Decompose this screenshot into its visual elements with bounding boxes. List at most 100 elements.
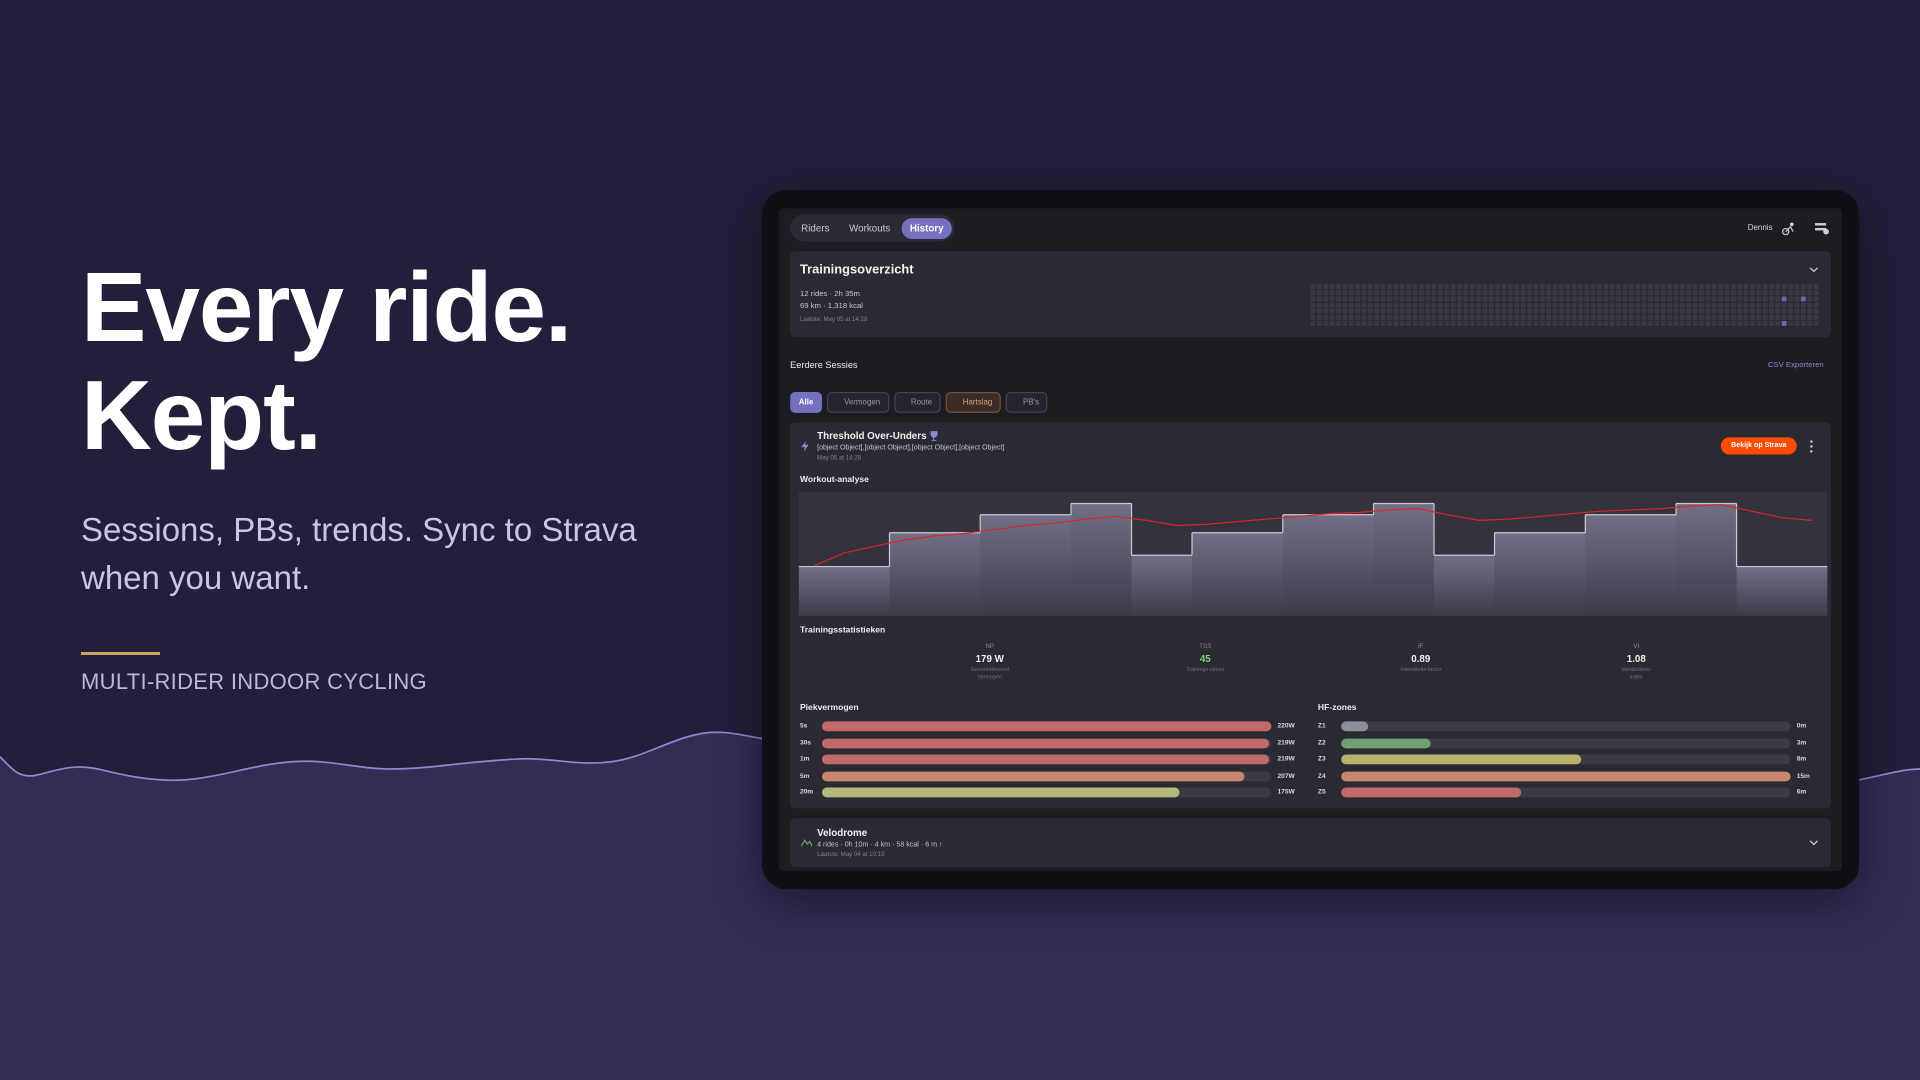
overview-card: Trainingsoverzicht 12 rides · 2h 35m 69 … [790, 251, 1831, 337]
heat-cell [1482, 302, 1488, 308]
session-title: Threshold Over-Unders [817, 430, 927, 442]
heat-cell [1692, 314, 1698, 320]
rider-icon[interactable] [1781, 221, 1796, 236]
heat-cell [1418, 284, 1424, 290]
power-area [1161, 555, 1193, 617]
heat-cell [1374, 321, 1380, 326]
heat-cell [1679, 284, 1685, 290]
heat-cell [1533, 321, 1539, 326]
filter-chip[interactable]: Route [893, 392, 941, 413]
heat-cell [1730, 321, 1736, 326]
filter-chip[interactable]: Vermogen [826, 392, 889, 413]
settings-icon[interactable] [1814, 221, 1830, 236]
bar-track [822, 721, 1272, 732]
heat-cell [1495, 302, 1501, 308]
heat-cell [1444, 314, 1450, 320]
heat-cell [1507, 308, 1513, 314]
power-area [1766, 566, 1798, 617]
heat-cell [1698, 314, 1704, 320]
heat-cell [1775, 290, 1781, 296]
heat-cell [1807, 321, 1813, 326]
heat-cell [1450, 321, 1456, 326]
heat-cell [1495, 290, 1501, 296]
heat-cell [1711, 284, 1717, 290]
heat-cell [1514, 296, 1520, 302]
heat-cell [1673, 308, 1679, 314]
heat-cell [1546, 290, 1552, 296]
heat-cell [1590, 284, 1596, 290]
csv-export[interactable]: CSV Exporteren [1767, 360, 1824, 370]
heat-cell [1718, 290, 1723, 296]
heat-cell [1342, 302, 1348, 308]
heat-cell [1348, 302, 1354, 308]
bar-track [822, 737, 1272, 748]
heat-cell [1794, 321, 1800, 326]
heat-cell [1323, 308, 1329, 314]
heat-cell [1336, 314, 1341, 320]
heat-cell [1794, 314, 1800, 320]
heat-cell [1323, 296, 1329, 302]
heat-cell [1813, 284, 1819, 290]
heat-cell [1437, 296, 1443, 302]
heat-cell [1399, 290, 1405, 296]
row-label: 30s [799, 739, 811, 747]
heat-cell [1355, 302, 1361, 308]
heat-cell [1316, 314, 1322, 320]
heat-cell [1539, 321, 1545, 326]
strava-button[interactable]: Bekijk op Strava [1720, 437, 1797, 455]
power-area [949, 532, 981, 617]
hr-title: HF-zones [1317, 703, 1357, 713]
heat-cell [1476, 284, 1482, 290]
heat-cell [1361, 290, 1367, 296]
heat-cell [1482, 314, 1488, 320]
menu-button[interactable] [1809, 440, 1814, 453]
heat-cell [1374, 302, 1380, 308]
expand-chevron[interactable] [1809, 838, 1819, 848]
app-screen: Riders Workouts History Dennis Trainingsov… [779, 208, 1843, 871]
nav-tab[interactable]: Riders [801, 222, 830, 234]
stat-label: NP [985, 643, 995, 651]
heat-cell [1692, 284, 1698, 290]
heat-cell [1603, 296, 1609, 302]
nav-tab[interactable]: History [901, 217, 953, 239]
hero-subtitle: Sessions, PBs, trends. Sync to Strava wh… [81, 506, 637, 602]
heat-cell [1711, 314, 1717, 320]
heat-cell [1781, 290, 1787, 296]
heat-cell [1558, 302, 1564, 308]
filter-chip[interactable]: PB's [1005, 392, 1048, 413]
heat-cell [1756, 290, 1762, 296]
heat-cell [1463, 308, 1469, 314]
power-area [828, 566, 860, 617]
filter-chip[interactable]: Hartslag [945, 392, 1001, 413]
heat-cell [1418, 290, 1424, 296]
heat-cell [1641, 284, 1647, 290]
heat-cell [1756, 284, 1762, 290]
collapse-chevron[interactable] [1809, 265, 1819, 275]
nav-tab[interactable]: Workouts [849, 222, 891, 234]
heat-cell [1794, 290, 1800, 296]
heat-cell [1342, 296, 1348, 302]
heat-cell [1393, 321, 1399, 326]
heat-cell [1463, 284, 1469, 290]
filter-chip[interactable]: Alle [790, 392, 822, 413]
heat-cell [1635, 308, 1641, 314]
heat-cell [1463, 321, 1469, 326]
heat-cell [1386, 290, 1392, 296]
heat-cell [1514, 302, 1520, 308]
heat-cell [1584, 302, 1590, 308]
heat-cell [1565, 321, 1571, 326]
heat-cell [1590, 296, 1596, 302]
power-area [1736, 566, 1768, 617]
heat-cell [1469, 302, 1475, 308]
heat-cell [1558, 296, 1564, 302]
heat-cell [1616, 308, 1622, 314]
heat-cell [1488, 302, 1494, 308]
heat-cell [1386, 284, 1392, 290]
heat-cell [1794, 284, 1800, 290]
bar [822, 787, 1180, 798]
heat-cell [1609, 296, 1615, 302]
heat-cell [1323, 314, 1329, 320]
heat-cell [1546, 314, 1552, 320]
heat-cell [1406, 308, 1411, 314]
heat-cell [1463, 296, 1469, 302]
